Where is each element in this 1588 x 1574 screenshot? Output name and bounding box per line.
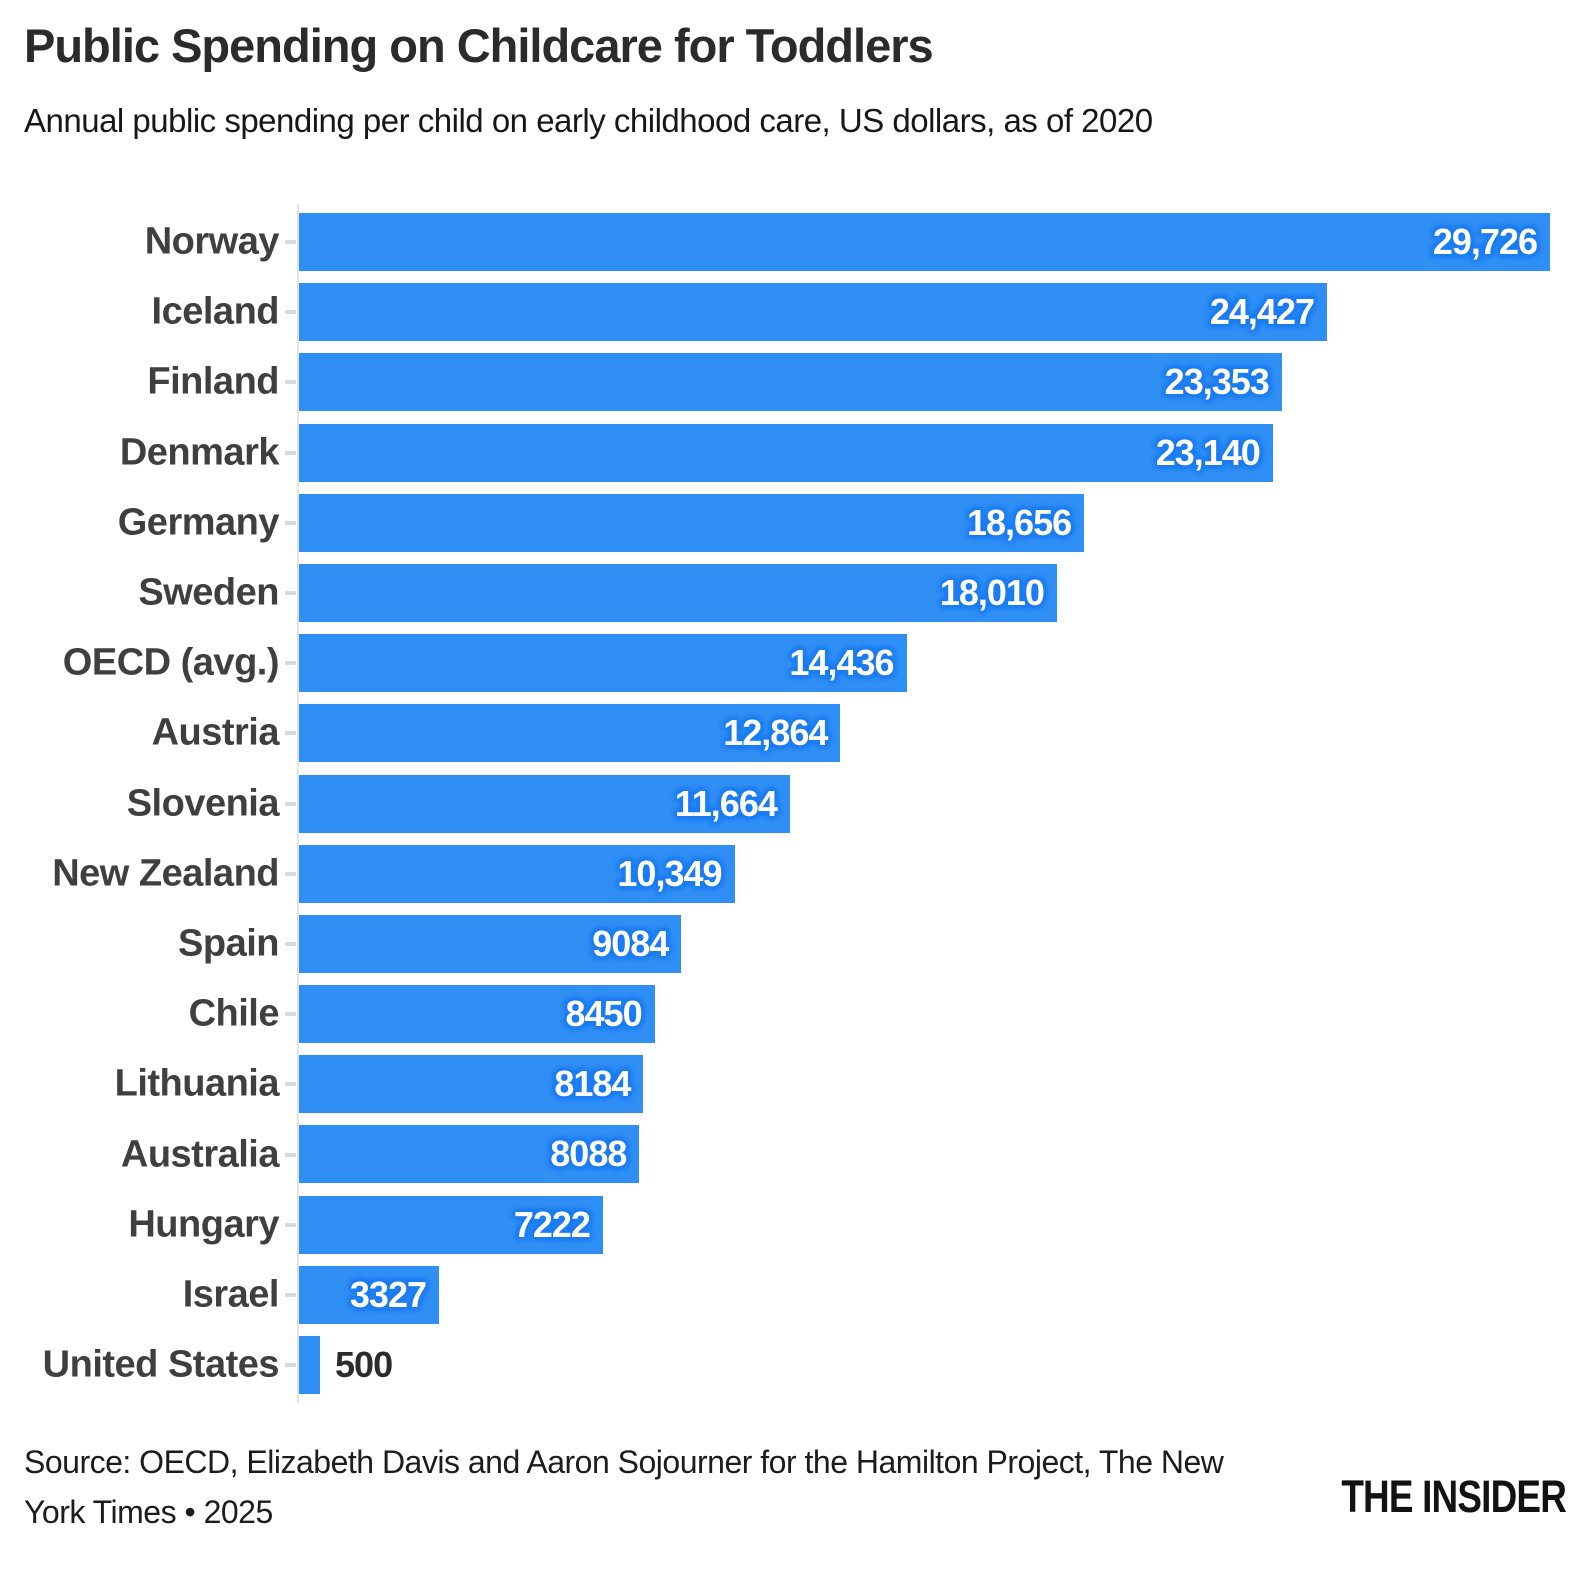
axis-tick — [285, 1152, 296, 1157]
bar: 7222 — [299, 1195, 603, 1254]
bar: 18,010 — [299, 563, 1057, 622]
bar-row: Sweden 18,010 — [0, 558, 1588, 628]
value-label: 23,140 — [1155, 431, 1261, 473]
category-label: Sweden — [138, 571, 279, 614]
axis-tick — [285, 941, 296, 946]
bar-row: Norway 29,726 — [0, 207, 1588, 277]
y-axis-line — [297, 204, 299, 1403]
axis-tick — [285, 450, 296, 455]
bar-row: Iceland 24,427 — [0, 277, 1588, 347]
bar: 10,349 — [299, 844, 735, 903]
bar: 24,427 — [299, 283, 1327, 342]
category-label: Denmark — [119, 431, 280, 474]
value-label: 11,664 — [674, 782, 778, 824]
bar-chart: Norway 29,726 Iceland 24,427 Finland 23,353 De… — [0, 204, 1588, 1403]
axis-tick — [285, 661, 296, 666]
bar: 23,353 — [299, 353, 1282, 412]
axis-tick — [285, 1082, 296, 1087]
bar-row: Austria 12,864 — [0, 698, 1588, 768]
value-label: 500 — [335, 1344, 393, 1385]
value-label: 8088 — [550, 1133, 627, 1175]
value-label: 8450 — [565, 993, 643, 1035]
value-label: 7222 — [513, 1203, 591, 1245]
value-label: 12,864 — [723, 712, 828, 754]
category-label: Norway — [144, 220, 280, 263]
value-label: 8184 — [554, 1063, 631, 1105]
category-label: United States — [42, 1343, 280, 1386]
category-label: New Zealand — [52, 852, 279, 895]
bar-row: Finland 23,353 — [0, 347, 1588, 417]
category-label: Chile — [188, 992, 280, 1035]
axis-tick — [285, 1363, 296, 1368]
category-label: OECD (avg.) — [62, 641, 280, 684]
chart-subtitle: Annual public spending per child on earl… — [24, 102, 1153, 139]
category-label: Israel — [182, 1273, 280, 1316]
chart-title: Public Spending on Childcare for Toddler… — [24, 19, 934, 72]
bar-row: United States 500 — [0, 1330, 1588, 1400]
axis-tick — [285, 310, 296, 315]
axis-tick — [285, 871, 296, 876]
bar-row: Slovenia 11,664 — [0, 769, 1588, 839]
value-label: 3327 — [349, 1273, 427, 1315]
value-label: 24,427 — [1209, 291, 1315, 333]
bar-row: Denmark 23,140 — [0, 418, 1588, 488]
category-label: Spain — [178, 922, 279, 965]
category-label: Slovenia — [126, 782, 280, 825]
bar-rows: Norway 29,726 Iceland 24,427 Finland 23,353 De… — [0, 207, 1588, 1400]
category-label: Lithuania — [114, 1062, 280, 1105]
bar: 500 — [299, 1336, 393, 1394]
bar: 12,864 — [299, 704, 841, 763]
publisher-logo: THE INSIDER — [1341, 1471, 1567, 1522]
axis-tick — [285, 731, 296, 736]
bar: 8184 — [299, 1055, 644, 1114]
axis-tick — [285, 240, 296, 245]
bar-row: Australia 8088 — [0, 1119, 1588, 1189]
value-label: 18,010 — [939, 571, 1045, 613]
bar-row: Hungary 7222 — [0, 1190, 1588, 1260]
bar: 9084 — [299, 914, 682, 973]
bar: 8088 — [299, 1125, 640, 1184]
bar: 23,140 — [299, 423, 1273, 482]
value-label: 23,353 — [1164, 361, 1270, 403]
bar: 29,726 — [299, 213, 1550, 271]
bar: 8450 — [299, 985, 655, 1044]
axis-tick — [285, 801, 296, 806]
value-label: 29,726 — [1432, 221, 1538, 262]
bar-row: Lithuania 8184 — [0, 1049, 1588, 1119]
category-label: Germany — [117, 501, 280, 544]
axis-tick — [285, 520, 296, 525]
category-label: Australia — [120, 1133, 280, 1176]
bar: 18,656 — [299, 493, 1085, 552]
axis-tick — [285, 1222, 296, 1227]
axis-tick — [285, 591, 296, 596]
value-label: 10,349 — [617, 852, 722, 894]
value-label: 9084 — [592, 922, 669, 964]
bar-row: Spain 9084 — [0, 909, 1588, 979]
axis-tick — [285, 1292, 296, 1297]
category-label: Iceland — [151, 290, 280, 333]
bar: 11,664 — [299, 774, 790, 833]
source-note: Source: OECD, Elizabeth Davis and Aaron … — [24, 1444, 1224, 1530]
category-label: Hungary — [128, 1203, 279, 1246]
bar-row: Chile 8450 — [0, 979, 1588, 1049]
axis-tick — [285, 380, 296, 385]
axis-tick — [285, 1012, 296, 1017]
bar-row: New Zealand 10,349 — [0, 839, 1588, 909]
bar-row: Germany 18,656 — [0, 488, 1588, 558]
value-label: 18,656 — [967, 501, 1072, 543]
bar-row: OECD (avg.) 14,436 — [0, 628, 1588, 698]
category-label: Finland — [147, 360, 279, 403]
value-label: 14,436 — [789, 642, 894, 684]
category-label: Austria — [151, 711, 280, 754]
bar: 14,436 — [299, 634, 907, 693]
bar-row: Israel 3327 — [0, 1260, 1588, 1330]
bar: 3327 — [299, 1265, 439, 1324]
